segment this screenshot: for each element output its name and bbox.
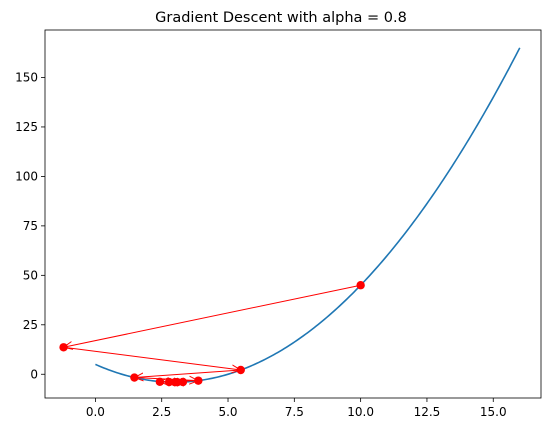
y-tick-label: 0 <box>30 367 38 381</box>
step-arrow <box>64 284 361 347</box>
step-arrow <box>63 346 241 370</box>
plot-frame <box>44 29 542 399</box>
y-tick-label: 75 <box>23 219 38 233</box>
x-tick-label: 7.5 <box>285 405 304 419</box>
y-tick-label: 25 <box>23 318 38 332</box>
plot-area <box>45 30 541 398</box>
y-axis: 0 25 50 75 100 125 150 <box>15 70 45 381</box>
y-tick-label: 50 <box>23 268 38 282</box>
x-tick-label: 5.0 <box>218 405 237 419</box>
step-point <box>356 281 365 290</box>
x-axis: 0.0 2.5 5.0 7.5 10.0 12.5 15.0 <box>86 398 507 419</box>
step-arrow <box>134 369 241 378</box>
x-tick-label: 2.5 <box>152 405 171 419</box>
y-tick-label: 100 <box>15 169 38 183</box>
x-tick-label: 10.0 <box>347 405 374 419</box>
x-tick-label: 15.0 <box>480 405 507 419</box>
x-tick-label: 12.5 <box>414 405 441 419</box>
y-tick-label: 125 <box>15 120 38 134</box>
chart-title: Gradient Descent with alpha = 0.8 <box>155 10 407 26</box>
y-tick-label: 150 <box>15 70 38 84</box>
plot-content <box>59 47 521 387</box>
x-tick-label: 0.0 <box>86 405 105 419</box>
